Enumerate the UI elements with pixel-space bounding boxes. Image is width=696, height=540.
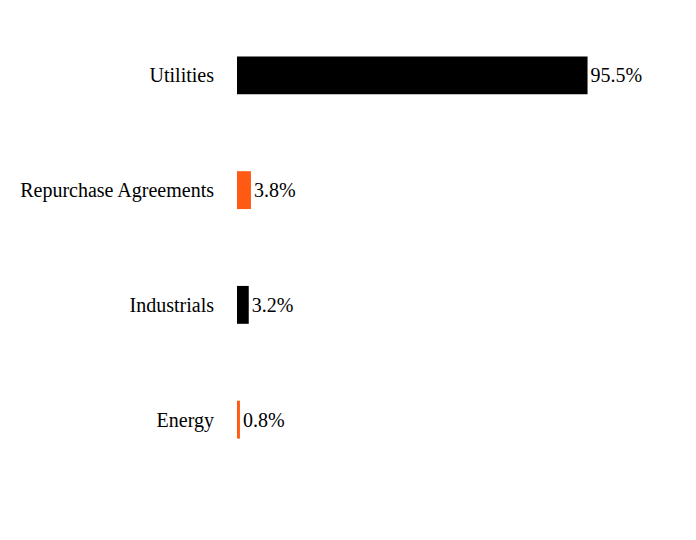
svg-text:0.8%: 0.8%	[243, 409, 285, 431]
svg-text:95.5%: 95.5%	[591, 64, 643, 86]
svg-text:Industrials: Industrials	[130, 294, 215, 316]
svg-text:Utilities: Utilities	[150, 64, 215, 86]
svg-text:3.2%: 3.2%	[252, 294, 294, 316]
svg-text:Energy: Energy	[157, 409, 214, 432]
svg-text:3.8%: 3.8%	[254, 179, 296, 201]
svg-text:Repurchase Agreements: Repurchase Agreements	[20, 179, 214, 202]
